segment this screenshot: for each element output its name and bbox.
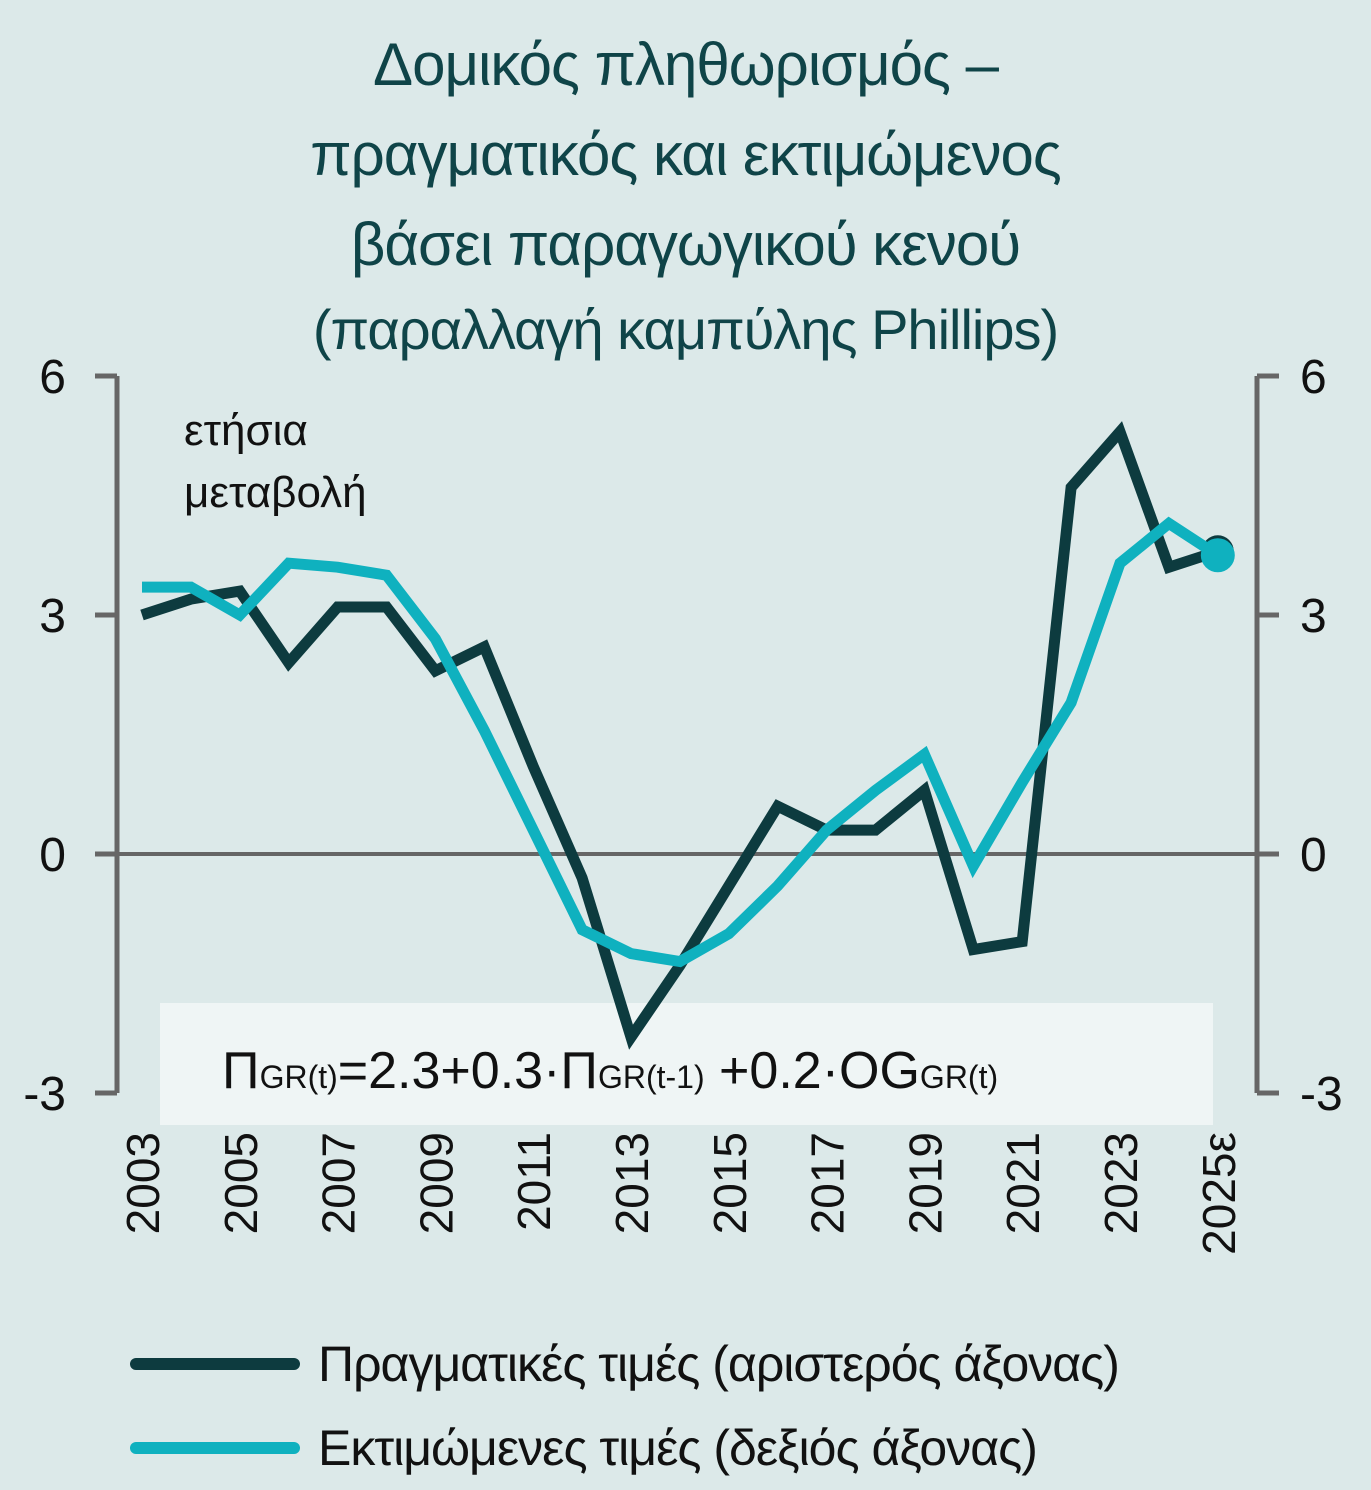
y-axis-label: ετήσια [184, 406, 308, 455]
right-tick-label: -3 [1300, 1068, 1343, 1121]
right-tick-label: 6 [1300, 351, 1327, 404]
formula-subscript: GR(t) [260, 1059, 338, 1095]
formula-box [160, 1003, 1213, 1125]
title-line-2: πραγματικός και εκτιμώμενος [310, 121, 1061, 188]
left-tick-label: -3 [23, 1068, 66, 1121]
formula-subscript: GR(t) [920, 1059, 998, 1095]
legend-swatch-estimated [130, 1442, 300, 1454]
legend-swatch-actual [130, 1358, 300, 1370]
x-tick-label: 2011 [508, 1132, 560, 1231]
x-tick-label: 2017 [802, 1132, 854, 1234]
series-line-estimated [142, 516, 1221, 968]
legend-item-actual: Πραγματικές τιμές (αριστερός άξονας) [130, 1322, 1120, 1406]
title-line-1: Δομικός πληθωρισμός – [373, 31, 999, 98]
legend-label-estimated: Εκτιμώμενες τιμές (δεξιός άξονας) [318, 1420, 1038, 1476]
formula-text: ΠGR(t)=2.3+0.3·ΠGR(t-1) +0.2·OGGR(t) [222, 1042, 998, 1100]
x-tick-label: 2007 [313, 1132, 365, 1234]
formula-subscript: GR(t-1) [598, 1059, 705, 1095]
x-tick-label: 2013 [606, 1132, 658, 1234]
x-tick-label: 2015 [704, 1132, 756, 1234]
legend-label-actual: Πραγματικές τιμές (αριστερός άξονας) [318, 1336, 1120, 1392]
title-line-3: βάσει παραγωγικού κενού [350, 211, 1021, 278]
x-tick-label: 2019 [899, 1132, 951, 1234]
legend: Πραγματικές τιμές (αριστερός άξονας) Εκτ… [130, 1322, 1120, 1490]
formula-part: =2.3+0.3·Π [338, 1042, 598, 1100]
x-tick-label: 2009 [410, 1132, 462, 1234]
x-tick-label: 2023 [1095, 1132, 1147, 1234]
series-endpoint-estimated [1200, 538, 1235, 573]
chart-title: Δομικός πληθωρισμός – πραγματικός και εκ… [0, 20, 1371, 370]
x-tick-label: 2025ε [1193, 1132, 1245, 1255]
chart-subtitle: (παραλλαγή καμπύλης Phillips) [312, 298, 1059, 361]
x-tick-label: 2021 [997, 1132, 1049, 1234]
left-tick-label: 6 [39, 351, 66, 404]
x-tick-label: 2005 [215, 1132, 267, 1234]
formula-part: Π [222, 1042, 260, 1100]
left-tick-label: 3 [39, 590, 66, 643]
formula-part: +0.2·OG [705, 1042, 920, 1100]
x-tick-label: 2003 [117, 1132, 169, 1234]
y-axis-label: μεταβολή [184, 468, 367, 517]
right-tick-label: 3 [1300, 590, 1327, 643]
left-tick-label: 0 [39, 829, 66, 882]
right-tick-label: 0 [1300, 829, 1327, 882]
legend-item-estimated: Εκτιμώμενες τιμές (δεξιός άξονας) [130, 1406, 1119, 1490]
